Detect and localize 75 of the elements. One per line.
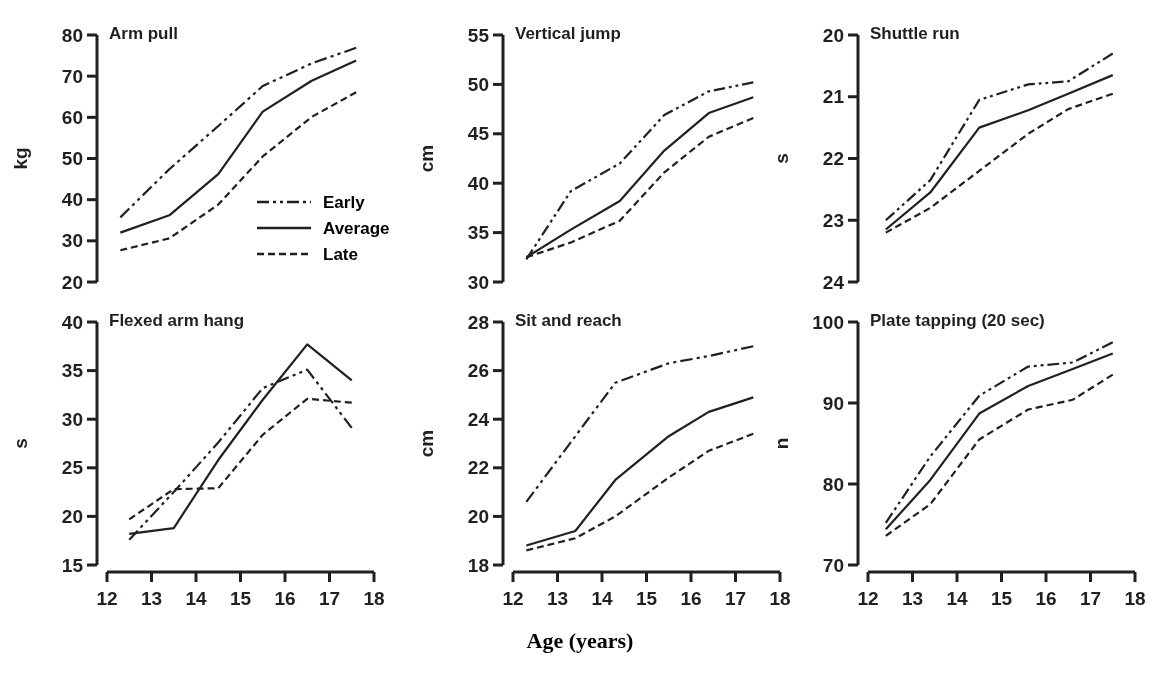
y-tick-label: 20 [467,506,489,528]
line-series [525,396,755,547]
y-tick-label: 20 [822,24,844,46]
y-tick-label: 21 [822,86,845,108]
x-tick-label: 12 [502,588,524,609]
x-tick-label: 13 [140,588,163,609]
y-tick-label: 30 [467,271,489,293]
y-axis-title: kg [10,147,31,170]
x-tick-label: 14 [946,588,968,609]
y-tick-label: 40 [61,189,83,211]
y-tick-label: 35 [61,360,84,382]
y-tick-label: 70 [61,65,83,87]
y-tick-label: 55 [467,24,490,46]
y-tick-label: 22 [822,148,844,170]
y-tick-label: 30 [61,230,83,252]
y-tick-label: 50 [61,148,83,170]
x-tick-label: 16 [1035,588,1057,609]
x-tick-label: 18 [363,588,385,609]
chart-title: Flexed arm hang [109,311,245,330]
y-axis-title: s [10,438,31,449]
y-tick-label: 40 [467,172,489,194]
legend-label: Late [323,245,358,264]
y-tick-label: 100 [812,311,844,333]
x-tick-label: 16 [274,588,296,609]
x-tick-label: 17 [724,588,747,609]
line-series [525,345,755,503]
y-tick-label: 22 [467,457,489,479]
x-axis-title: Age (years) [526,628,634,653]
line-series [525,432,755,552]
y-tick-label: 15 [61,554,84,576]
x-tick-label: 17 [1079,588,1102,609]
legend-label: Average [323,219,390,238]
y-tick-label: 28 [467,311,489,333]
x-tick-label: 13 [546,588,569,609]
y-tick-label: 80 [822,473,844,495]
chart-title: Shuttle run [870,24,960,43]
x-tick-label: 15 [229,588,252,609]
x-tick-label: 13 [901,588,924,609]
y-tick-label: 24 [822,271,845,293]
y-tick-label: 80 [61,24,83,46]
y-tick-label: 18 [467,554,489,576]
y-axis-title: s [771,153,792,164]
x-tick-label: 12 [857,588,879,609]
chart-title: Plate tapping (20 sec) [870,311,1045,330]
x-tick-label: 14 [185,588,207,609]
y-tick-label: 70 [822,554,844,576]
legend-label: Early [323,193,366,212]
y-tick-label: 45 [467,123,490,145]
y-axis-title: n [771,437,792,450]
y-tick-label: 50 [467,74,489,96]
chart-title: Sit and reach [515,311,622,330]
y-tick-label: 26 [467,360,489,382]
line-series [884,52,1114,222]
y-tick-label: 20 [61,271,83,293]
x-tick-label: 14 [591,588,613,609]
y-tick-label: 40 [61,311,83,333]
y-tick-label: 35 [467,222,490,244]
y-tick-label: 90 [822,392,844,414]
x-tick-label: 15 [990,588,1013,609]
y-tick-label: 20 [61,506,83,528]
y-tick-label: 25 [61,457,84,479]
x-tick-label: 12 [96,588,118,609]
y-tick-label: 30 [61,408,83,430]
y-axis-title: cm [416,429,437,458]
y-axis-title: cm [416,144,437,173]
y-tick-label: 24 [467,408,490,430]
x-tick-label: 17 [318,588,341,609]
chart-title: Vertical jump [515,24,621,43]
chart-title: Arm pull [109,24,178,43]
y-tick-label: 23 [822,209,844,231]
x-tick-label: 15 [635,588,658,609]
y-tick-label: 60 [61,106,83,128]
x-tick-label: 18 [769,588,791,609]
x-tick-label: 16 [680,588,702,609]
x-tick-label: 18 [1124,588,1146,609]
